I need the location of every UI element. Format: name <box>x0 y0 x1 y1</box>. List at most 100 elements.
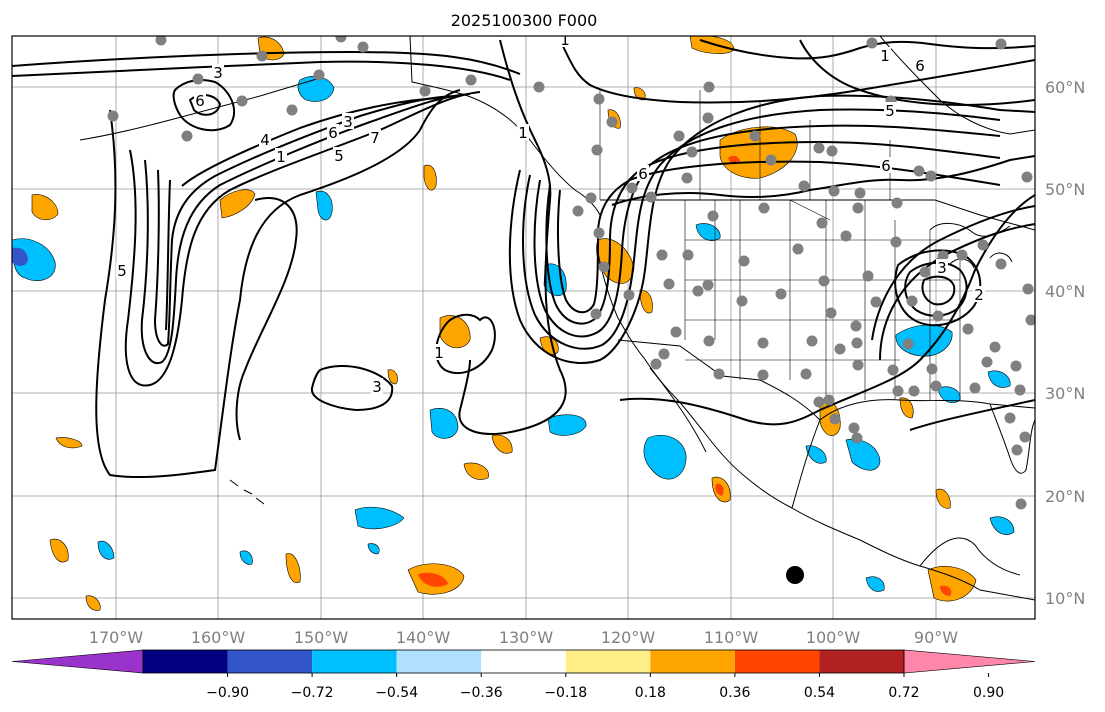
station-dot <box>1025 314 1035 326</box>
station-dots <box>107 36 1035 510</box>
station-dot <box>962 323 974 335</box>
graticule <box>12 36 1035 619</box>
station-dot <box>670 326 682 338</box>
station-dot <box>236 95 248 107</box>
station-dot <box>757 369 769 381</box>
contour-label: 6 <box>881 157 891 175</box>
station-dot <box>645 191 657 203</box>
station-dot <box>937 250 949 262</box>
station-dot <box>1019 431 1031 443</box>
station-dot <box>926 363 938 375</box>
lon-label: 90°W <box>914 628 958 647</box>
colorbar: −0.90 −0.72 −0.54 −0.36 −0.18 0.18 0.36 0.54 0.7… <box>11 649 1036 701</box>
contour-label: 6 <box>638 165 648 183</box>
contour-label: 1 <box>518 124 528 142</box>
contour-label: 6 <box>195 92 205 110</box>
contour-label-bg <box>342 113 354 129</box>
station-dot <box>1021 171 1033 183</box>
negative-patch <box>695 223 721 241</box>
station-dot <box>1010 360 1022 372</box>
colorbar-tick-label: −0.72 <box>291 685 334 701</box>
contour-label-bg <box>559 36 571 47</box>
contour-line <box>140 93 471 365</box>
station-dot <box>956 249 968 261</box>
contour-label-bg <box>884 102 896 118</box>
station-dot <box>663 278 675 290</box>
contour-line <box>909 399 1035 431</box>
station-dot <box>681 172 693 184</box>
station-dot <box>673 130 685 142</box>
hawaii <box>229 479 265 505</box>
contour-label-bg <box>637 165 649 181</box>
contour-label: 3 <box>372 378 382 396</box>
map-title: 2025100300 F000 <box>451 11 598 30</box>
colorbar-segment <box>143 650 228 673</box>
station-dot <box>816 217 828 229</box>
contour-line <box>533 124 1001 338</box>
contour-label-bg <box>116 262 128 278</box>
contour-label-bg <box>914 57 926 73</box>
colorbar-extend-min <box>11 649 144 674</box>
gulf-coast <box>791 399 1035 509</box>
lon-label: 150°W <box>294 628 349 647</box>
station-dot <box>682 249 694 261</box>
colorbar-segment <box>481 650 566 673</box>
station-dot <box>593 227 605 239</box>
colorbar-tick-label: −0.90 <box>206 685 249 701</box>
contour-line <box>435 313 496 375</box>
station-dot <box>590 308 602 320</box>
colorbar-tick-label: −0.54 <box>375 685 418 701</box>
contour-label: 5 <box>885 102 895 120</box>
station-dot <box>749 130 761 142</box>
lon-label: 170°W <box>89 628 144 647</box>
lon-label: 160°W <box>191 628 246 647</box>
colorbar-segment <box>227 650 313 673</box>
contour-label: 4 <box>260 131 270 149</box>
lat-label: 60°N <box>1045 78 1085 97</box>
contour-line <box>522 108 1001 350</box>
colorbar-segment <box>396 650 482 673</box>
lat-label: 30°N <box>1045 384 1085 403</box>
station-dot <box>591 144 603 156</box>
station-dot <box>692 285 704 297</box>
station-dot <box>851 432 863 444</box>
negative-patch <box>12 238 56 282</box>
station-dot <box>932 310 944 322</box>
contour-label-bg <box>973 286 985 302</box>
station-dot <box>572 205 584 217</box>
contour-label-bg <box>936 259 948 275</box>
negative-patch <box>429 408 459 439</box>
contour-label-bg <box>194 92 206 108</box>
station-dot <box>813 142 825 154</box>
positive-patch <box>387 369 398 385</box>
station-dot <box>1014 384 1026 396</box>
station-dot <box>892 385 904 397</box>
florida <box>989 403 1035 474</box>
station-dot <box>1015 498 1027 510</box>
station-dot <box>192 73 204 85</box>
contour-line <box>235 197 298 441</box>
contour-label: 3 <box>343 113 353 131</box>
contour-line <box>12 50 521 75</box>
station-dot <box>925 170 937 182</box>
positive-patch <box>55 437 83 449</box>
station-dot <box>256 50 268 62</box>
contour-line <box>458 39 567 435</box>
us-canada-border <box>600 199 1035 231</box>
contour-line <box>799 39 1035 106</box>
contour-label-bg <box>433 344 445 360</box>
contour-line <box>310 365 394 412</box>
station-dot <box>906 295 918 307</box>
positive-patch <box>285 553 301 584</box>
positive-patch <box>719 126 798 179</box>
contour-label-bg <box>259 131 271 147</box>
station-dot <box>686 146 698 158</box>
negative-patch <box>315 190 333 221</box>
station-dot <box>829 413 841 425</box>
station-dot <box>977 239 989 251</box>
lon-label: 100°W <box>806 628 861 647</box>
lon-label: 120°W <box>601 628 656 647</box>
latitude-labels: 60°N 50°N 40°N 30°N 20°N 10°N <box>1045 78 1085 608</box>
positive-patch <box>463 462 489 480</box>
station-dot <box>1004 412 1016 424</box>
